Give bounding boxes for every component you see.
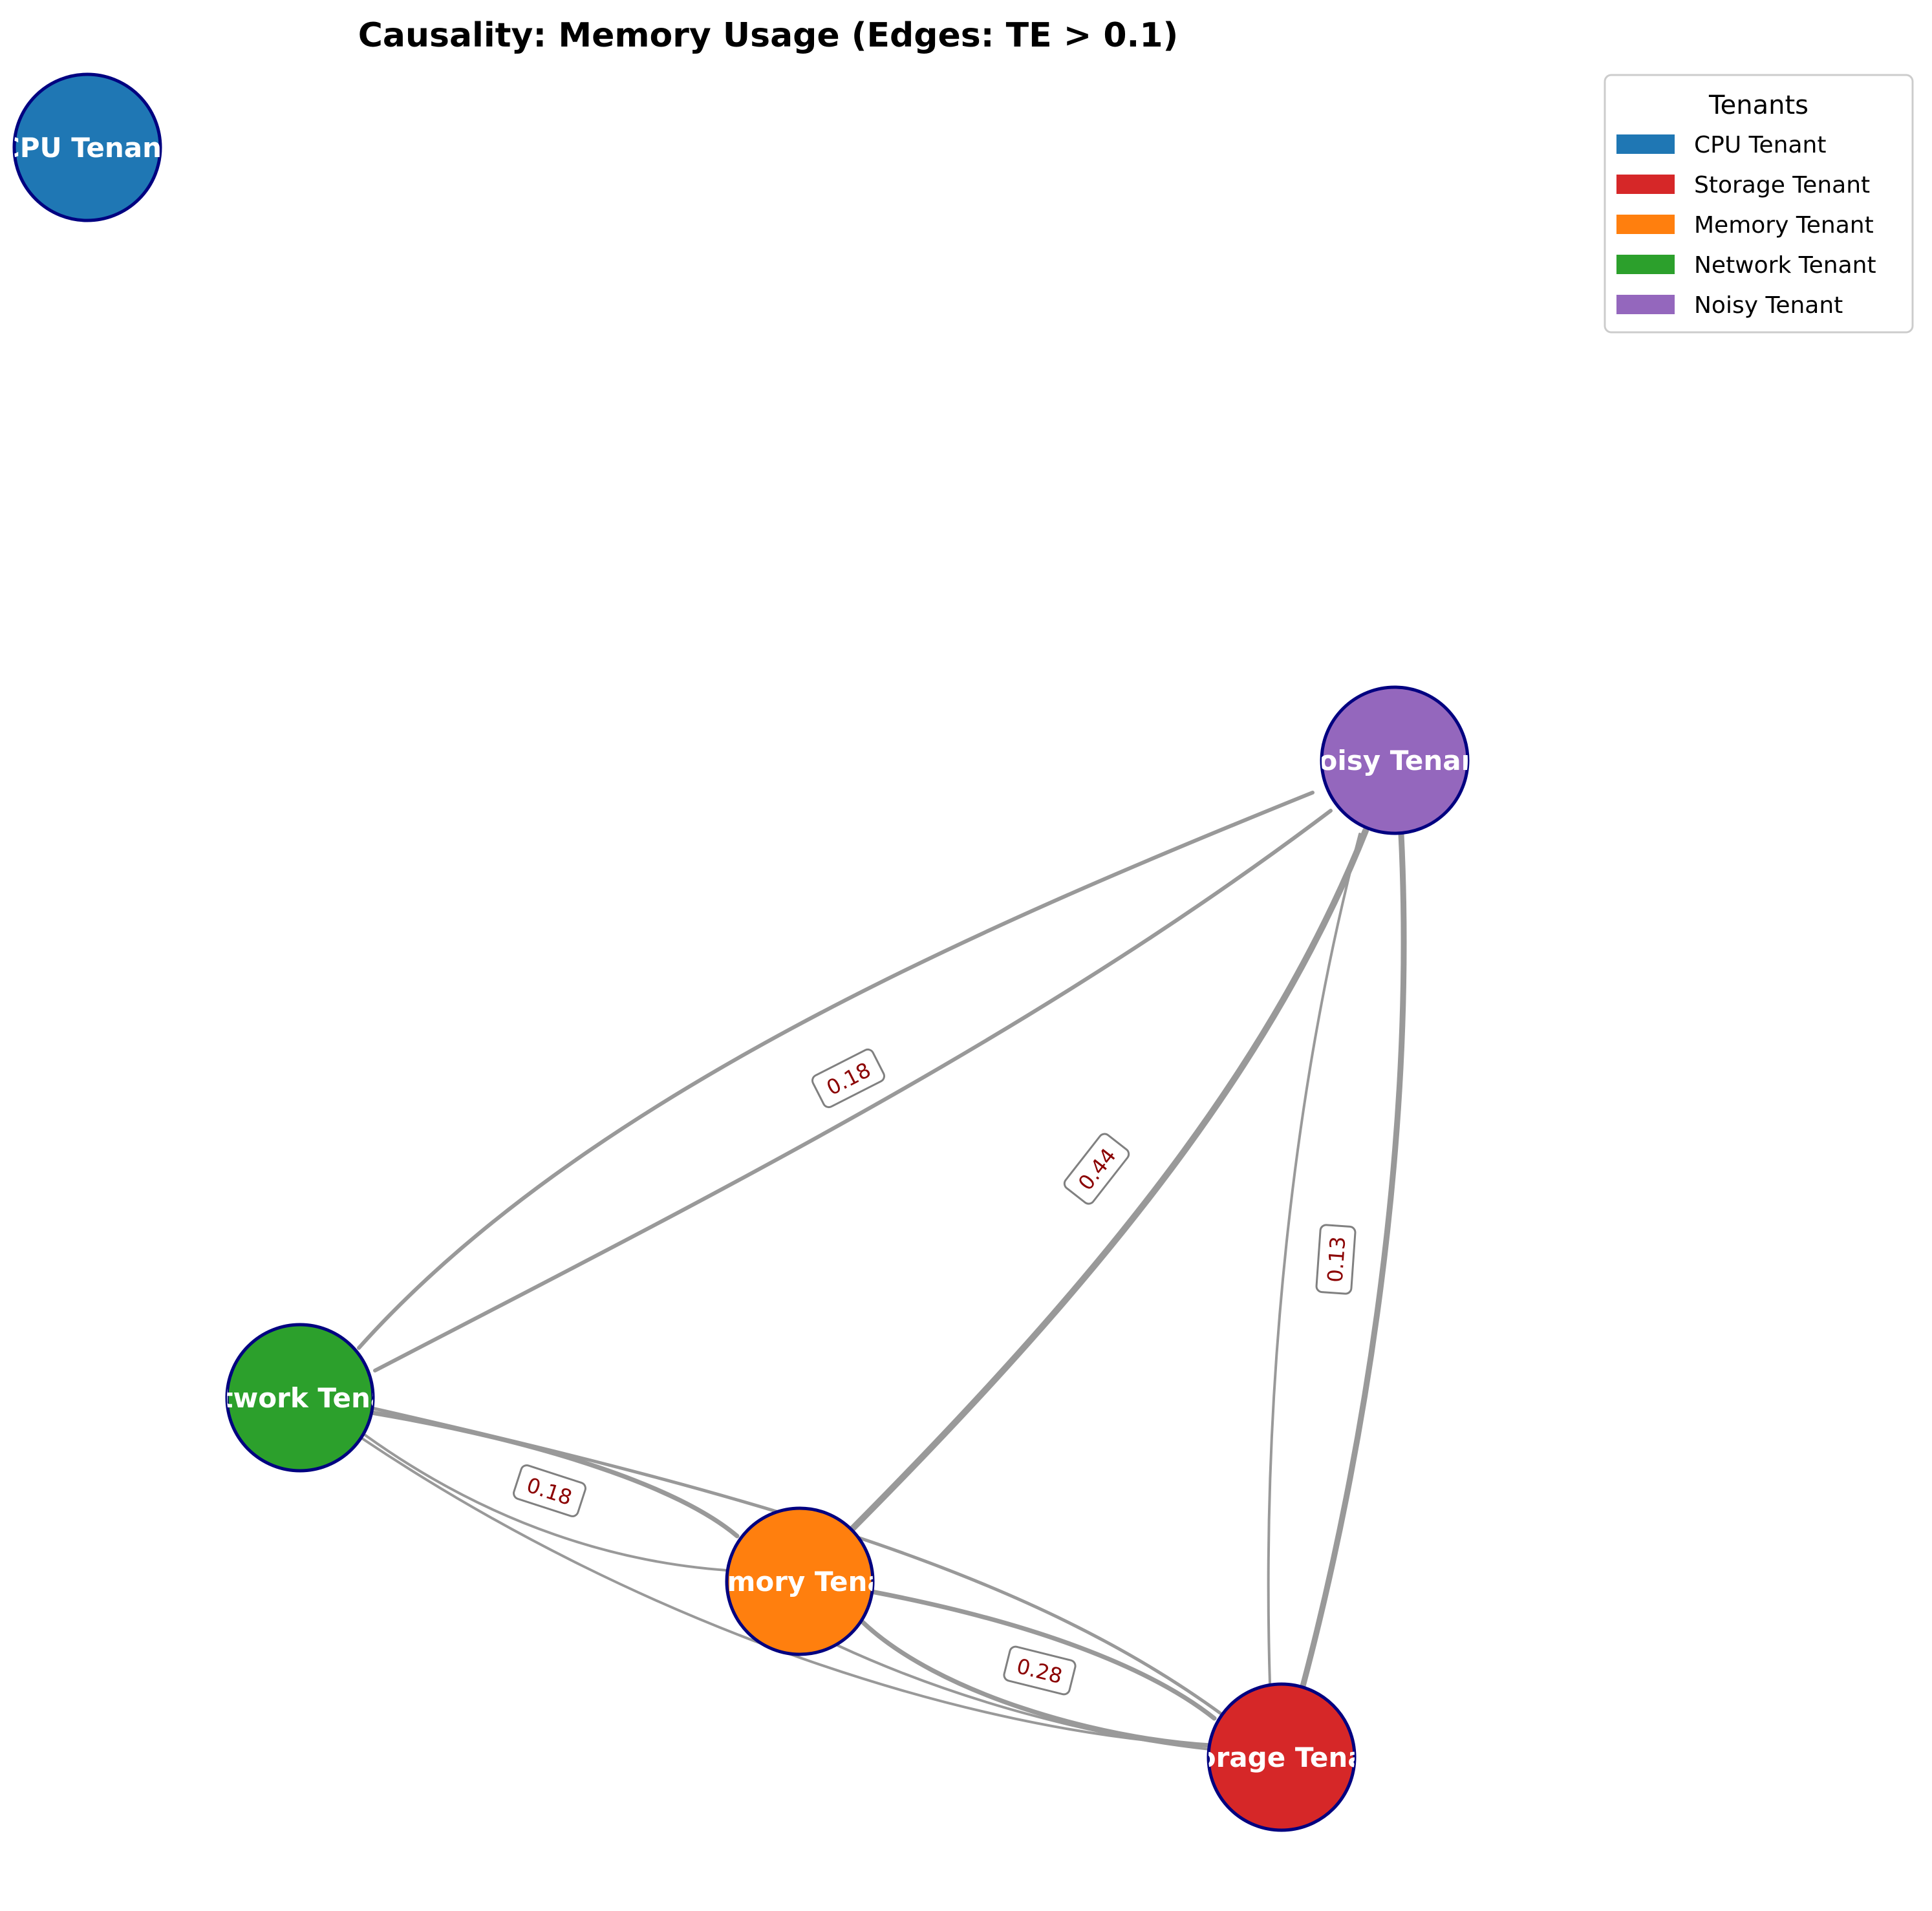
edge-noisy-storage-thin <box>1267 833 1361 1685</box>
legend: Tenants CPU Tenant Storage Tenant Memory… <box>1604 74 1914 334</box>
edge-noisy-network-outer <box>357 791 1315 1350</box>
legend-item-memory: Memory Tenant <box>1616 212 1874 239</box>
node-label: Noisy Tenant <box>1296 745 1493 776</box>
node-noisy-tenant: Noisy Tenant <box>1296 685 1493 835</box>
edge-network-storage-a <box>370 1406 1224 1716</box>
edge-label-memory-storage: 0.28 <box>1003 1645 1077 1696</box>
legend-item-label: Noisy Tenant <box>1694 292 1843 319</box>
edge-noisy-network-inner <box>373 809 1333 1372</box>
legend-item-label: Memory Tenant <box>1694 212 1874 239</box>
node-label: Network Tenant <box>179 1382 421 1414</box>
edge-label-network-memory: 0.18 <box>513 1464 586 1517</box>
edge-memory-storage-a <box>869 1589 1217 1721</box>
legend-item-label: Storage Tenant <box>1694 172 1870 198</box>
edge-label-noisy-network: 0.18 <box>811 1048 885 1109</box>
edge-network-memory-b <box>364 1434 738 1572</box>
chart-title: Causality: Memory Usage (Edges: TE > 0.1… <box>358 16 1179 55</box>
node-label: Memory Tenant <box>682 1566 918 1597</box>
legend-item-network: Network Tenant <box>1616 252 1876 279</box>
edge-memory-storage-c <box>836 1644 1212 1751</box>
edges <box>357 791 1407 1751</box>
node-network-tenant: Network Tenant <box>179 1323 421 1473</box>
node-cpu-tenant: CPU Tenant <box>0 72 175 222</box>
node-label: Storage Tenant <box>1165 1742 1398 1773</box>
edge-network-storage-b <box>361 1437 1210 1747</box>
edge-memory-storage-b <box>859 1619 1213 1748</box>
edge-label-noisy-memory: 0.44 <box>1063 1133 1130 1205</box>
edge-noisy-memory <box>847 827 1369 1534</box>
edge-label-text: 0.13 <box>1323 1235 1351 1283</box>
node-label: CPU Tenant <box>0 132 175 164</box>
edge-noisy-storage-thick <box>1300 831 1407 1689</box>
legend-item-label: CPU Tenant <box>1694 132 1826 158</box>
legend-item-label: Network Tenant <box>1694 252 1876 279</box>
legend-title: Tenants <box>1708 91 1809 120</box>
node-storage-tenant: Storage Tenant <box>1165 1682 1398 1832</box>
edge-label-noisy-storage: 0.13 <box>1315 1224 1357 1295</box>
node-memory-tenant: Memory Tenant <box>682 1506 918 1656</box>
legend-item-cpu: CPU Tenant <box>1616 132 1826 158</box>
legend-item-storage: Storage Tenant <box>1616 172 1870 198</box>
legend-item-noisy: Noisy Tenant <box>1616 292 1843 319</box>
